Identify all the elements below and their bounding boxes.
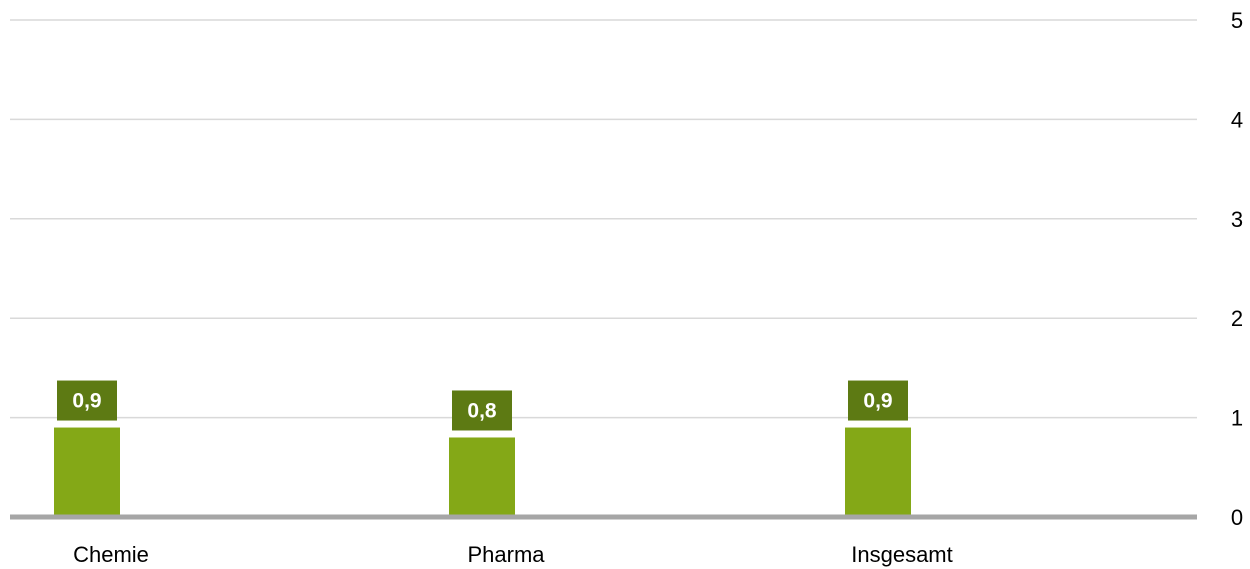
x-tick-label: Insgesamt (851, 542, 953, 567)
x-tick-label: Pharma (467, 542, 545, 567)
y-tick-label: 5 (1231, 8, 1243, 33)
data-labels: 0,9 0,8 0,9 (57, 380, 908, 431)
y-tick-label: 3 (1231, 207, 1243, 232)
x-tick-label: Chemie (73, 542, 149, 567)
gridlines (10, 19, 1197, 419)
data-label: 0,9 (72, 390, 101, 413)
data-label-box (57, 380, 117, 421)
bar (449, 437, 515, 517)
data-label-box (452, 390, 512, 431)
data-label: 0,8 (467, 399, 497, 422)
bar (54, 427, 120, 517)
data-label-box (848, 380, 908, 421)
bar (845, 427, 911, 517)
axes: 0 1 2 3 4 5 Chemie Pharma Insgesamt (10, 8, 1243, 567)
y-tick-label: 0 (1231, 505, 1243, 530)
data-label: 0,9 (863, 390, 892, 413)
bars (54, 427, 911, 517)
y-tick-label: 1 (1231, 406, 1243, 431)
y-tick-label: 4 (1231, 107, 1243, 132)
y-tick-label: 2 (1231, 306, 1243, 331)
